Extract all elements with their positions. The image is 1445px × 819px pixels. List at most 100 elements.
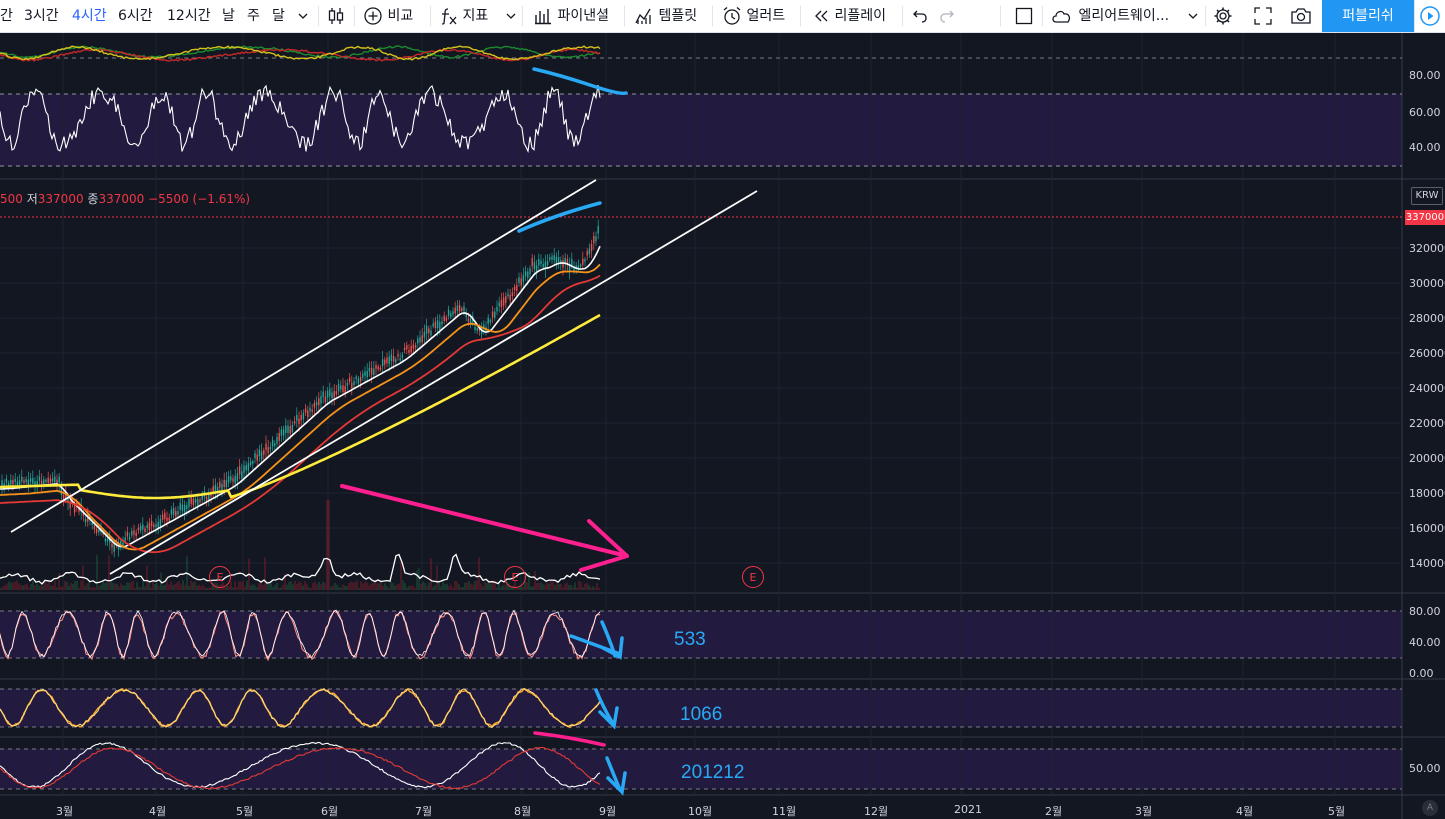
expand-icon [1254, 7, 1272, 25]
candle-body [414, 345, 417, 348]
publish-button[interactable]: 퍼블리쉬 [1322, 0, 1414, 32]
interval-week[interactable]: 주 [247, 8, 260, 24]
earnings-marker[interactable]: E [504, 566, 526, 588]
candle-body [106, 538, 109, 541]
auto-scale-button[interactable]: A [1422, 800, 1438, 816]
candle-body [1, 480, 3, 488]
play-button[interactable] [1414, 0, 1445, 32]
candle-body [432, 323, 434, 327]
candle-body [260, 451, 263, 460]
candle-body [238, 466, 241, 475]
interval-partial[interactable]: 간 [0, 8, 13, 24]
candle-body [494, 311, 496, 318]
candle-body [384, 359, 386, 365]
candle-body [38, 476, 41, 481]
time-axis-label: 3월 [1135, 805, 1153, 818]
snapshot-button[interactable] [1290, 0, 1312, 32]
candle-body [509, 294, 511, 301]
interval-month[interactable]: 달 [272, 8, 285, 24]
candle-body [511, 292, 514, 297]
candle-body [575, 265, 577, 268]
candle-body [355, 376, 357, 379]
candle-body [135, 532, 137, 537]
compare-button[interactable]: 비교 [363, 0, 413, 32]
gear-icon [1214, 7, 1232, 25]
undo-button[interactable] [911, 0, 929, 32]
candle-body [406, 345, 408, 350]
replay-button[interactable]: 리플레이 [812, 0, 886, 32]
interval-6h[interactable]: 6시간 [118, 8, 153, 24]
alerts-button[interactable]: 얼러트 [722, 0, 785, 32]
candle-body [408, 349, 410, 353]
rsi-divergence-mark [532, 67, 628, 96]
candle-body [520, 278, 522, 286]
templates-label: 템플릿 [658, 8, 698, 24]
candle-body [177, 511, 179, 515]
financials-button[interactable]: 파이낸셜 [533, 0, 609, 32]
earnings-marker[interactable]: E [742, 566, 764, 588]
annotation-1066: 1066 [680, 704, 723, 725]
earnings-marker[interactable]: E [209, 566, 231, 588]
candle-body [505, 296, 507, 303]
candle-body [227, 476, 230, 483]
candle-body [274, 443, 276, 446]
legend-close-value: 337000 [98, 192, 145, 206]
candle-body [590, 244, 593, 251]
candle-body [447, 309, 450, 316]
last-price-tag: 337000 [1405, 210, 1445, 225]
ma-yellow-line [0, 313, 601, 500]
settings-button[interactable] [1213, 0, 1233, 32]
candle-body [40, 480, 43, 488]
indicators-dropdown-button[interactable] [505, 0, 517, 32]
candle-body [256, 454, 258, 461]
camera-icon [1291, 8, 1311, 24]
candle-body [458, 305, 461, 312]
rsi-axis-tick: 80.00 [1409, 69, 1441, 82]
currency-badge[interactable]: KRW [1411, 187, 1443, 205]
candle-body [344, 386, 346, 394]
candle-body [542, 264, 544, 268]
candle-body [126, 532, 129, 537]
candle-body [150, 520, 153, 527]
interval-12h[interactable]: 12시간 [167, 8, 211, 24]
candle-body [12, 480, 14, 485]
candle-body [390, 354, 393, 362]
candle-body [357, 378, 360, 384]
candle-body [58, 476, 60, 483]
candle-body [335, 391, 338, 395]
rsi-axis-tick: 40.00 [1409, 141, 1441, 154]
candle-body [386, 357, 388, 364]
fullscreen-button[interactable] [1253, 0, 1273, 32]
candle-body [392, 356, 395, 362]
layout-select-button[interactable]: 엘리어트웨이... [1050, 0, 1169, 32]
candle-body [483, 324, 485, 329]
redo-button[interactable] [938, 0, 956, 32]
candle-body [221, 483, 223, 491]
candle-body [183, 504, 186, 512]
candle-body [419, 337, 421, 343]
candle-body [531, 258, 533, 266]
candle-body [535, 265, 538, 273]
interval-4h[interactable]: 4시간 [72, 8, 107, 24]
candle-body [588, 248, 591, 255]
candle-body [593, 236, 595, 244]
candle-body [399, 358, 401, 361]
chevron-down-icon [506, 13, 516, 19]
indicators-button[interactable]: 지표 [440, 0, 488, 32]
candle-body [91, 522, 93, 525]
chart-canvas[interactable] [0, 33, 1445, 819]
interval-dropdown-button[interactable] [297, 0, 309, 32]
layout-dropdown-button[interactable] [1187, 0, 1199, 32]
candle-body [5, 478, 8, 483]
templates-button[interactable]: 템플릿 [634, 0, 697, 32]
candle-body [104, 538, 107, 542]
candle-body [157, 521, 159, 528]
candle-body [557, 256, 560, 263]
stoch-slow-d-line [0, 746, 601, 790]
candle-body [208, 493, 210, 500]
chart-type-button[interactable] [326, 0, 346, 32]
interval-day[interactable]: 날 [222, 8, 235, 24]
fullscreen-layout-button[interactable] [1014, 0, 1034, 32]
candle-body [320, 396, 322, 404]
interval-3h[interactable]: 3시간 [24, 8, 59, 24]
